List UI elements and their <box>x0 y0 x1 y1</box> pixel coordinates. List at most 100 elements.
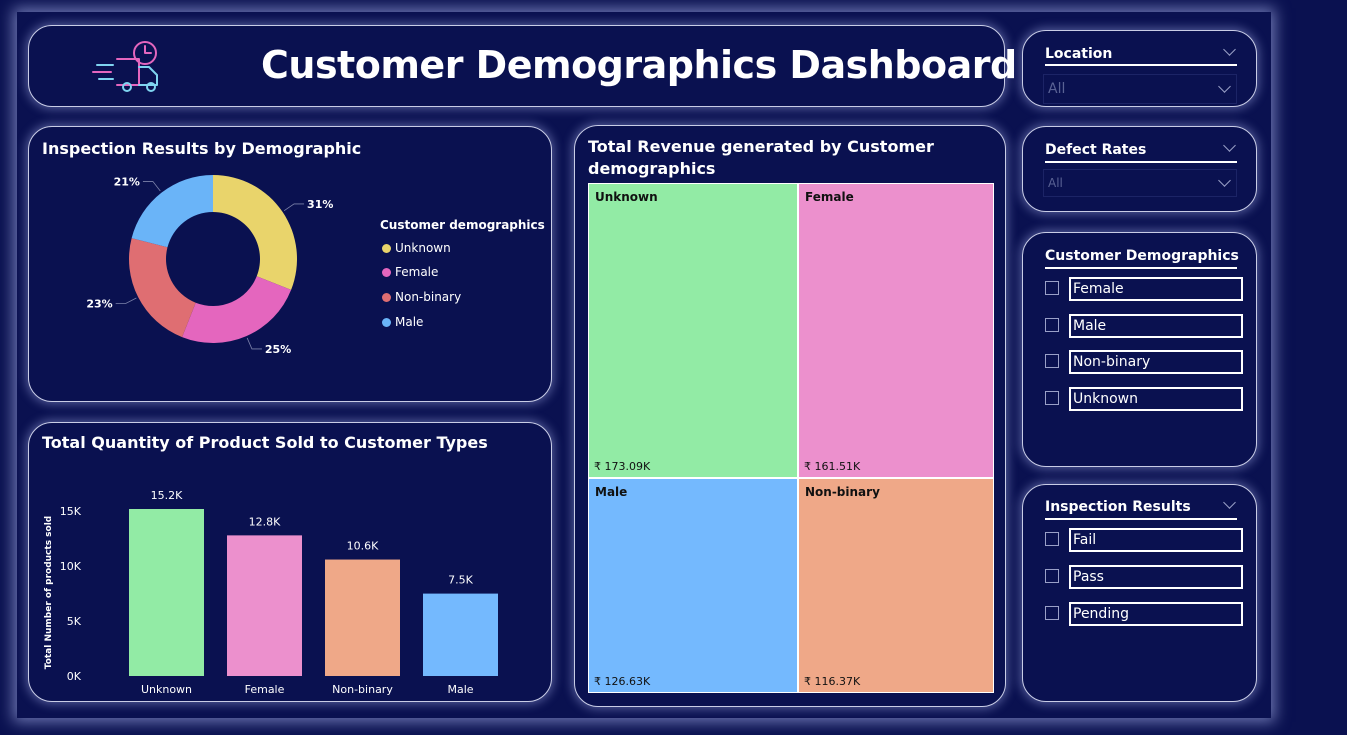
donut-leader-line <box>115 297 137 304</box>
chevron-down-icon <box>1218 80 1231 93</box>
x-tick-label: Non-binary <box>332 683 393 696</box>
legend-item-male[interactable]: Male <box>382 315 423 331</box>
bar-chart-title: Total Quantity of Product Sold to Custom… <box>42 433 488 452</box>
y-axis-title: Total Number of products sold <box>44 516 54 670</box>
slicer-option-label: Pending <box>1069 602 1243 626</box>
donut-chart-card: Inspection Results by Demographic 31% 25%… <box>28 126 552 402</box>
donut-slice-male[interactable] <box>131 175 213 248</box>
legend-item-non-binary[interactable]: Non-binary <box>382 290 461 306</box>
checkbox[interactable] <box>1045 532 1059 546</box>
bar-data-label: 15.2K <box>151 489 183 502</box>
treemap-title-line2: demographics <box>588 159 716 178</box>
donut-data-label: 25% <box>265 343 291 356</box>
donut-leader-line <box>246 337 262 350</box>
treemap-cell-label: Female <box>805 190 854 204</box>
donut-legend-title: Customer demographics <box>380 218 545 232</box>
chevron-down-icon[interactable] <box>1223 139 1236 152</box>
y-tick-label: 0K <box>67 670 82 683</box>
checkbox[interactable] <box>1045 318 1059 332</box>
treemap-title: Total Revenue generated by Customer demo… <box>588 136 988 180</box>
x-tick-label: Unknown <box>141 683 192 696</box>
bar-unknown[interactable] <box>129 509 204 676</box>
slicer-option-label: Fail <box>1069 528 1243 552</box>
donut-chart: 31% 25% 23% 21% <box>86 175 333 356</box>
donut-leader-line <box>142 181 161 192</box>
legend-dot-non-binary <box>382 293 391 302</box>
slicer-option-male[interactable]: Male <box>1045 314 1245 338</box>
legend-label: Unknown <box>395 241 451 255</box>
slicer-option-label: Non-binary <box>1069 350 1243 374</box>
legend-dot-unknown <box>382 244 391 253</box>
slicer-option-pending[interactable]: Pending <box>1045 602 1245 626</box>
x-tick-label: Male <box>447 683 473 696</box>
defect-rates-dropdown-value: All <box>1048 176 1063 190</box>
location-slicer: Location All <box>1022 30 1257 107</box>
bar-data-label: 7.5K <box>448 574 473 587</box>
defect-rates-dropdown[interactable]: All <box>1043 169 1237 197</box>
delivery-truck-icon <box>92 41 158 92</box>
legend-dot-male <box>382 318 391 327</box>
slicer-underline <box>1045 64 1237 66</box>
slicer-option-fail[interactable]: Fail <box>1045 528 1245 552</box>
checkbox[interactable] <box>1045 569 1059 583</box>
inspection-results-slicer-title: Inspection Results <box>1045 499 1191 515</box>
slicer-option-unknown[interactable]: Unknown <box>1045 387 1245 411</box>
bar-non-binary[interactable] <box>325 559 400 676</box>
slicer-option-label: Female <box>1069 277 1243 301</box>
legend-item-unknown[interactable]: Unknown <box>382 241 451 257</box>
checkbox[interactable] <box>1045 391 1059 405</box>
defect-rates-slicer: Defect Rates All <box>1022 126 1257 212</box>
donut-slice-non-binary[interactable] <box>128 238 196 338</box>
chevron-down-icon[interactable] <box>1223 496 1236 509</box>
legend-item-female[interactable]: Female <box>382 265 438 281</box>
treemap-cell-female[interactable]: Female ₹ 161.51K <box>799 184 993 477</box>
chevron-down-icon[interactable] <box>1223 43 1236 56</box>
y-tick-label: 10K <box>60 560 82 573</box>
slicer-option-pass[interactable]: Pass <box>1045 565 1245 589</box>
treemap-cell-label: Unknown <box>595 190 658 204</box>
checkbox[interactable] <box>1045 354 1059 368</box>
treemap-area: Unknown ₹ 173.09K Female ₹ 161.51K Male … <box>588 183 994 693</box>
slicer-option-label: Male <box>1069 314 1243 338</box>
page-title: Customer Demographics Dashboard <box>261 43 1017 87</box>
treemap-cell-unknown[interactable]: Unknown ₹ 173.09K <box>589 184 797 477</box>
customer-demographics-slicer-title: Customer Demographics <box>1045 248 1239 264</box>
treemap-cell-value: ₹ 161.51K <box>804 460 861 473</box>
treemap-cell-value: ₹ 126.63K <box>594 675 651 688</box>
treemap-cell-male[interactable]: Male ₹ 126.63K <box>589 479 797 692</box>
bar-chart-card: Total Quantity of Product Sold to Custom… <box>28 422 552 702</box>
donut-slice-female[interactable] <box>182 276 292 343</box>
slicer-option-label: Pass <box>1069 565 1243 589</box>
chevron-down-icon <box>1218 174 1231 187</box>
treemap-cell-value: ₹ 173.09K <box>594 460 651 473</box>
treemap-cell-label: Male <box>595 485 628 499</box>
checkbox[interactable] <box>1045 281 1059 295</box>
bar-data-label: 12.8K <box>249 515 281 528</box>
bar-chart: 0K 5K 10K 15K Total Number of products sold 1… <box>44 489 498 696</box>
donut-data-label: 23% <box>86 297 112 310</box>
location-dropdown[interactable]: All <box>1043 74 1237 104</box>
treemap-cell-value: ₹ 116.37K <box>804 675 861 688</box>
slicer-underline <box>1045 161 1237 163</box>
bar-female[interactable] <box>227 535 302 676</box>
donut-slice-unknown[interactable] <box>213 175 297 290</box>
slicer-option-non-binary[interactable]: Non-binary <box>1045 350 1245 374</box>
treemap-cell-non-binary[interactable]: Non-binary ₹ 116.37K <box>799 479 993 692</box>
location-slicer-title: Location <box>1045 46 1113 62</box>
legend-label: Non-binary <box>395 290 462 304</box>
inspection-results-slicer: Inspection Results Fail Pass Pending <box>1022 484 1257 702</box>
y-tick-label: 5K <box>67 615 82 628</box>
checkbox[interactable] <box>1045 606 1059 620</box>
legend-dot-female <box>382 268 391 277</box>
slicer-underline <box>1045 267 1237 269</box>
slicer-option-female[interactable]: Female <box>1045 277 1245 301</box>
treemap-cell-label: Non-binary <box>805 485 880 499</box>
donut-data-label: 31% <box>307 198 333 211</box>
slicer-option-label: Unknown <box>1069 387 1243 411</box>
legend-label: Male <box>395 315 424 329</box>
donut-data-label: 21% <box>114 176 140 189</box>
treemap-title-line1: Total Revenue generated by Customer <box>588 137 934 156</box>
bar-male[interactable] <box>423 593 498 676</box>
y-tick-label: 15K <box>60 505 82 518</box>
dashboard-canvas: Customer Demographics Dashboard Inspecti… <box>17 12 1271 718</box>
